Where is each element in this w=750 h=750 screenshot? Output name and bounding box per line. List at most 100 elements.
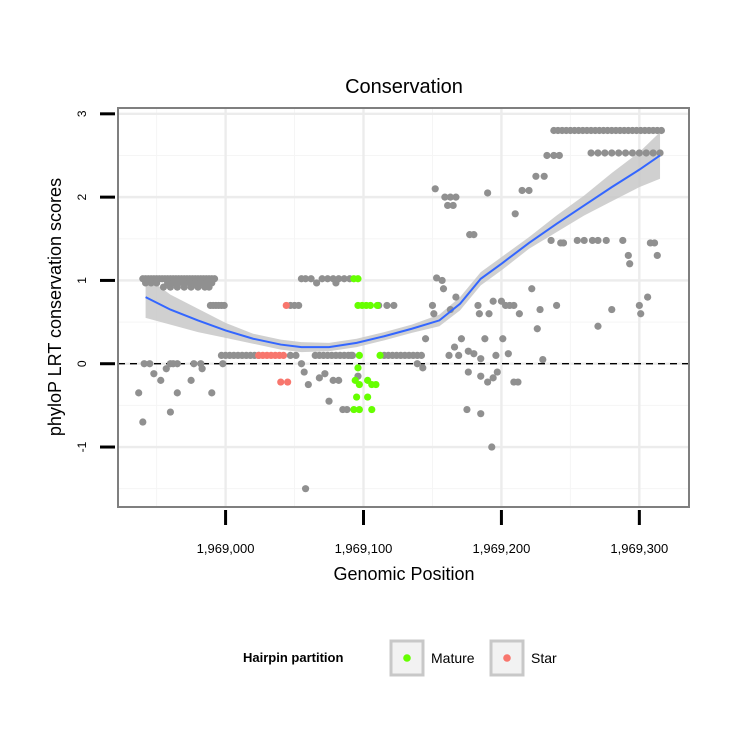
data-point-other (417, 351, 426, 359)
data-point-other (580, 236, 588, 245)
data-point-other (318, 275, 326, 283)
data-point-other (452, 193, 460, 201)
data-point-other (518, 186, 526, 195)
data-point-mature (353, 393, 361, 401)
data-point-other (656, 149, 664, 157)
data-point-mature (368, 405, 376, 414)
data-point-other (315, 374, 323, 382)
data-point-other (187, 283, 195, 291)
data-point-other (445, 351, 453, 359)
x-axis: 1,969,000 1,969,100 1,969,200 1,969,300 (197, 510, 668, 556)
data-point-other (464, 347, 472, 355)
data-point-star (282, 301, 290, 310)
data-point-other (532, 172, 540, 180)
data-point-other (475, 310, 483, 318)
data-point-other (470, 350, 478, 358)
data-point-other (439, 285, 448, 293)
confidence-band (145, 132, 661, 353)
data-point-other (484, 378, 492, 386)
data-point-other (340, 275, 348, 283)
data-point-other (286, 351, 295, 359)
data-point-mature (364, 393, 372, 401)
data-point-other (194, 283, 202, 291)
legend-title: Hairpin partition (243, 650, 343, 665)
data-point-other (489, 374, 497, 382)
data-point-other (446, 305, 454, 314)
data-point-other (601, 149, 609, 157)
data-point-other (481, 335, 489, 343)
data-point-other (150, 370, 158, 378)
data-point-other (477, 372, 485, 380)
data-point-other (173, 283, 181, 291)
data-point-other (621, 149, 630, 157)
data-point-other (444, 201, 452, 210)
data-point-mature (373, 301, 381, 310)
data-point-other (547, 236, 555, 245)
data-point-other (626, 260, 634, 268)
data-point-other (419, 364, 427, 372)
data-point-other (383, 301, 391, 310)
data-point-other (489, 297, 497, 305)
data-point-other (525, 186, 533, 195)
x-tick-label: 1,969,300 (610, 541, 668, 556)
y-tick-label: 3 (75, 110, 89, 117)
data-point-other (452, 293, 460, 301)
data-point-other (555, 151, 563, 160)
data-point-other (608, 305, 616, 314)
legend-label-star: Star (531, 650, 557, 666)
data-point-other (141, 279, 150, 287)
data-point-other (438, 276, 446, 285)
data-point-other (608, 149, 616, 157)
data-point-other (159, 283, 168, 291)
smooth-line (145, 154, 661, 349)
plot-border (117, 107, 690, 508)
data-point-other (594, 236, 602, 245)
data-point-other (307, 275, 315, 283)
data-point-other (198, 365, 206, 373)
data-point-other (205, 283, 213, 291)
data-point-other (619, 236, 627, 245)
data-point-other (615, 149, 623, 157)
data-point-other (464, 368, 472, 376)
data-point-other (511, 210, 519, 218)
data-point-other (450, 343, 459, 351)
x-tick-label: 1,969,100 (335, 541, 393, 556)
x-tick-label: 1,969,000 (197, 541, 255, 556)
smooth-curve (145, 154, 661, 349)
data-point-other (162, 365, 170, 373)
data-point-other (628, 149, 637, 157)
data-point-other (304, 380, 312, 389)
data-point-other (146, 360, 154, 368)
data-point-other (637, 310, 645, 318)
y-tick-label: 2 (75, 193, 89, 200)
y-tick-label: -1 (75, 441, 89, 452)
data-point-other (295, 301, 303, 310)
data-point-other (587, 149, 595, 157)
data-point-other (180, 283, 188, 291)
data-point-other (219, 360, 227, 368)
data-point-star (279, 351, 288, 359)
data-point-other (343, 405, 351, 414)
data-point-other (477, 410, 485, 418)
data-point-other (139, 418, 147, 426)
data-point-other (573, 236, 581, 245)
data-point-other (446, 193, 454, 201)
data-point-star (284, 378, 292, 386)
data-point-star (277, 378, 285, 386)
data-point-other (313, 279, 321, 287)
data-point-mature (350, 405, 358, 414)
data-point-other (528, 285, 536, 293)
data-point-other (157, 376, 165, 384)
data-point-other (329, 376, 337, 384)
legend: Hairpin partition Mature Star (243, 639, 557, 677)
data-point-other (297, 360, 306, 368)
data-point-other (431, 185, 439, 193)
data-points (135, 126, 666, 493)
data-point-mature (355, 380, 363, 389)
data-point-other (455, 351, 463, 359)
data-point-other (441, 193, 449, 201)
data-point-other (208, 389, 216, 397)
data-point-other (300, 368, 308, 376)
data-point-other (493, 368, 501, 376)
